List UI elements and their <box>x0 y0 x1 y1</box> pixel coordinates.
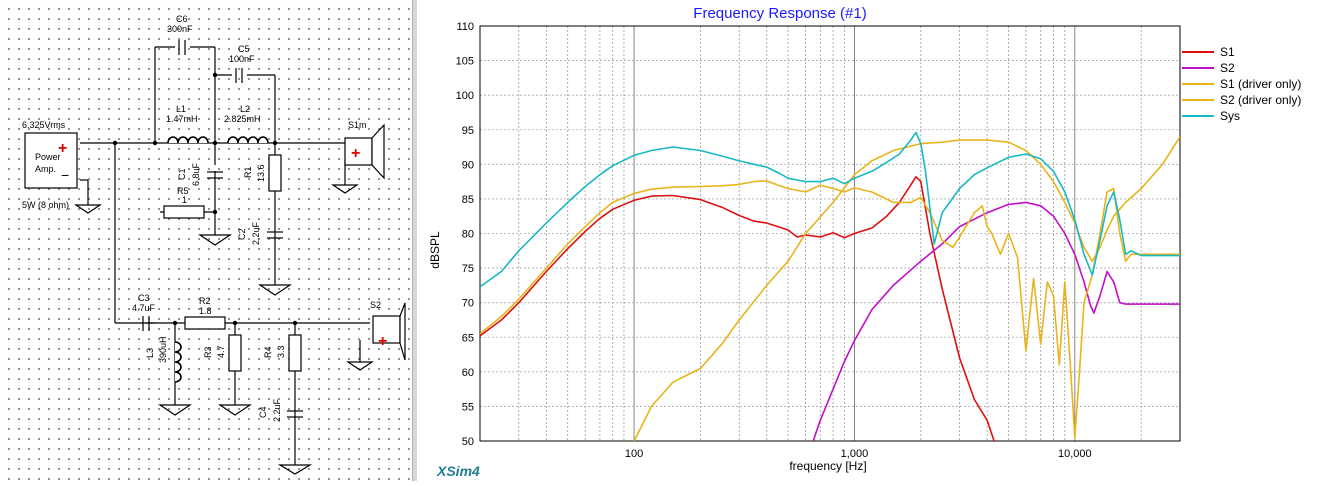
series-line-s2-driver-only <box>633 136 1180 441</box>
chart-title: Frequency Response (#1) <box>693 5 866 22</box>
svg-text:C6: C6 <box>176 14 188 24</box>
svg-text:−: − <box>61 167 69 183</box>
schematic-canvas[interactable]: Power Amp. + − 6.325Vrms 5W (8 ohm) C6 3… <box>0 0 412 481</box>
resistor-r3[interactable]: R3 4.7 <box>203 334 242 372</box>
svg-text:4.7uF: 4.7uF <box>132 303 156 313</box>
svg-text:4.7: 4.7 <box>216 345 226 358</box>
resistor-r2[interactable]: R2 1.8 <box>184 296 226 330</box>
svg-text:S1m: S1m <box>348 120 367 130</box>
y-tick-label: 85 <box>462 194 474 206</box>
svg-text:Power: Power <box>35 152 61 162</box>
svg-text:C2: C2 <box>237 228 247 240</box>
resistor-r4[interactable]: R4 3.3 <box>263 334 302 372</box>
chart-series <box>480 131 1180 441</box>
inductor-l1[interactable]: L1 1.47mH <box>166 104 209 144</box>
svg-text:S2: S2 <box>370 300 381 310</box>
resistor-r5[interactable]: R5 1 <box>163 186 205 219</box>
chart-legend[interactable]: S1 S2 S1 (driver only) S2 (driver only) Sys <box>1182 45 1301 123</box>
speaker-s1[interactable]: + S1m <box>344 120 385 180</box>
legend-item[interactable]: S1 <box>1220 45 1235 59</box>
svg-text:13.6: 13.6 <box>256 164 266 182</box>
source-rating: 5W (8 ohm) <box>22 200 69 210</box>
capacitor-c4[interactable]: C4 2.2uF <box>258 398 303 422</box>
series-line-s1-driver-only <box>480 180 1180 439</box>
svg-text:1.47mH: 1.47mH <box>166 114 198 124</box>
capacitor-c2[interactable]: C2 2.2uF <box>237 221 283 245</box>
source-voltage: 6.325Vrms <box>22 120 66 130</box>
svg-text:R4: R4 <box>263 346 273 358</box>
speaker-s2[interactable]: + S2 <box>370 300 406 361</box>
capacitor-c5[interactable]: C5 100nF <box>229 44 255 83</box>
x-axis-label: frequency [Hz] <box>789 459 866 473</box>
x-tick-label: 10,000 <box>1058 448 1092 460</box>
svg-text:R5: R5 <box>177 186 189 196</box>
svg-text:R1: R1 <box>243 166 253 178</box>
y-tick-label: 95 <box>462 125 474 137</box>
x-tick-label: 100 <box>625 448 643 460</box>
x-tick-label: 1,000 <box>841 448 869 460</box>
svg-text:L2: L2 <box>240 104 250 114</box>
inductor-l3[interactable]: L3 390uH <box>145 336 182 383</box>
svg-text:100nF: 100nF <box>229 54 255 64</box>
series-line-s1 <box>480 176 995 441</box>
resistor-r1[interactable]: R1 13.6 <box>243 154 282 192</box>
y-tick-label: 75 <box>462 263 474 275</box>
svg-text:6.8uF: 6.8uF <box>191 162 201 186</box>
svg-text:C1: C1 <box>177 168 187 180</box>
pane-splitter[interactable] <box>412 0 417 481</box>
y-tick-label: 65 <box>462 332 474 344</box>
svg-text:1: 1 <box>182 195 187 205</box>
svg-text:L1: L1 <box>176 104 186 114</box>
svg-text:R3: R3 <box>203 346 213 358</box>
series-line-s2 <box>812 201 1180 441</box>
svg-text:+: + <box>58 140 67 157</box>
legend-item[interactable]: S2 (driver only) <box>1220 93 1301 107</box>
svg-text:2.2uF: 2.2uF <box>251 221 261 245</box>
legend-item[interactable]: S2 <box>1220 61 1235 75</box>
chart-axes: 50 55 60 65 70 75 80 85 90 95 100 105 110 100 1,000 10,… <box>456 21 1181 460</box>
y-tick-label: 110 <box>456 21 474 33</box>
y-tick-label: 60 <box>462 367 474 379</box>
y-tick-label: 105 <box>456 56 474 68</box>
capacitor-c1[interactable]: C1 6.8uF <box>177 162 223 186</box>
y-tick-label: 100 <box>456 90 474 102</box>
svg-text:Amp.: Amp. <box>35 164 56 174</box>
svg-text:C3: C3 <box>138 293 150 303</box>
svg-text:C5: C5 <box>238 44 250 54</box>
svg-text:+: + <box>351 145 360 162</box>
svg-text:R2: R2 <box>199 296 211 306</box>
y-tick-label: 50 <box>462 436 474 448</box>
frequency-response-panel[interactable]: Frequency Response (#1) 50 55 60 65 70 75 80 85… <box>417 0 1322 481</box>
svg-text:+: + <box>378 333 387 350</box>
svg-text:3.3: 3.3 <box>276 345 286 358</box>
legend-item[interactable]: S1 (driver only) <box>1220 77 1301 91</box>
series-line-sys <box>480 131 1180 288</box>
svg-text:2.2uF: 2.2uF <box>272 398 282 422</box>
y-tick-label: 55 <box>462 401 474 413</box>
svg-text:L3: L3 <box>145 348 155 358</box>
plot-frame <box>479 25 1181 442</box>
svg-text:C4: C4 <box>258 406 268 418</box>
y-tick-label: 70 <box>462 298 474 310</box>
inductor-l2[interactable]: L2 2.825mH <box>224 104 269 144</box>
y-axis-label: dBSPL <box>428 231 442 269</box>
svg-text:390uH: 390uH <box>158 336 168 363</box>
capacitor-c3[interactable]: C3 4.7uF <box>132 293 156 331</box>
capacitor-c6[interactable]: C6 300nF <box>167 14 193 55</box>
power-amp[interactable]: Power Amp. + − <box>24 132 78 189</box>
y-tick-label: 80 <box>462 229 474 241</box>
frequency-response-chart: Frequency Response (#1) 50 55 60 65 70 75 80 85… <box>428 5 1301 479</box>
svg-text:2.825mH: 2.825mH <box>224 114 261 124</box>
ground-symbols <box>74 184 374 475</box>
legend-item[interactable]: Sys <box>1220 109 1240 123</box>
brand-logo: XSim4 <box>436 463 480 479</box>
schematic-svg: Power Amp. + − 6.325Vrms 5W (8 ohm) C6 3… <box>22 14 406 475</box>
y-tick-label: 90 <box>462 159 474 171</box>
svg-text:1.8: 1.8 <box>199 306 212 316</box>
svg-text:300nF: 300nF <box>167 24 193 34</box>
